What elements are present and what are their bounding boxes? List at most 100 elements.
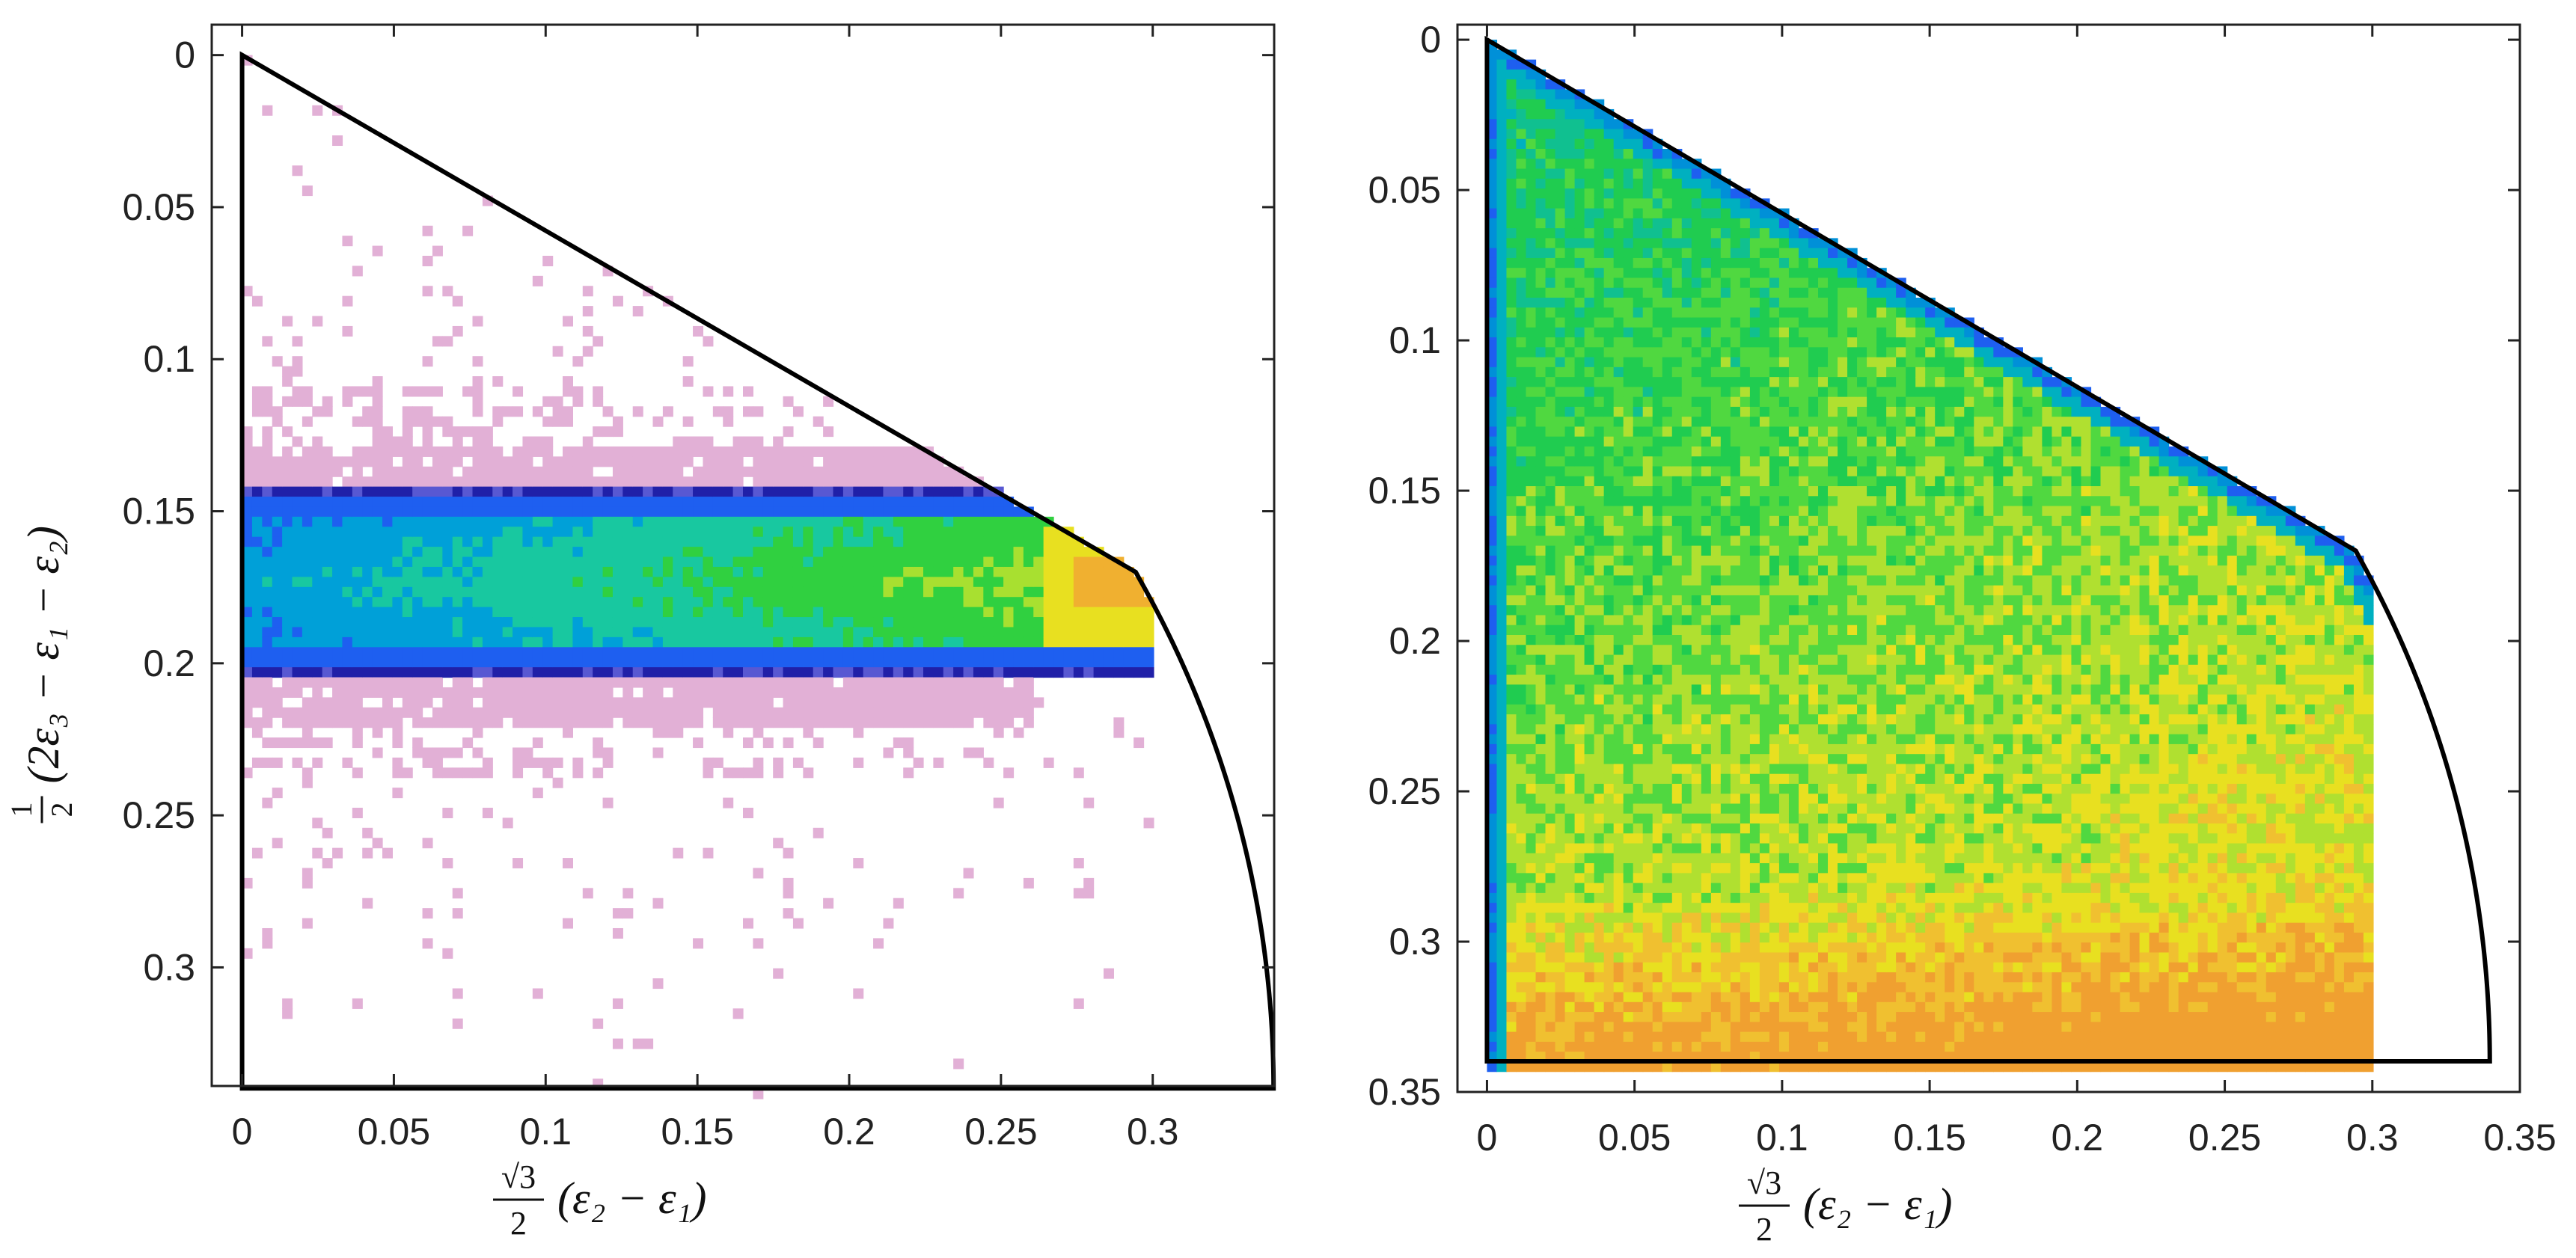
left-heatmap-cell xyxy=(673,556,684,568)
right-heatmap-cell xyxy=(1613,377,1624,387)
left-heatmap-cell xyxy=(472,747,483,758)
right-heatmap-cell xyxy=(1642,387,1653,398)
right-heatmap-cell xyxy=(1603,654,1615,666)
left-heatmap-cell xyxy=(302,677,313,688)
left-heatmap-cell xyxy=(1053,566,1065,577)
right-heatmap-cell xyxy=(1516,277,1527,289)
right-heatmap-cell xyxy=(1594,743,1605,755)
left-heatmap-cell xyxy=(242,657,253,668)
right-heatmap-cell xyxy=(1652,506,1663,517)
right-heatmap-cell xyxy=(1487,1022,1498,1033)
left-heatmap-cell xyxy=(262,586,273,598)
left-heatmap-cell xyxy=(312,456,323,467)
left-heatmap-cell xyxy=(853,636,864,648)
right-heatmap-cell xyxy=(1506,317,1517,328)
left-heatmap-cell xyxy=(492,566,504,577)
right-heatmap-cell xyxy=(1681,307,1692,319)
right-heatmap-cell xyxy=(1584,783,1595,794)
right-heatmap-cell xyxy=(1642,883,1653,894)
left-heatmap-cell xyxy=(1103,647,1114,658)
left-heatmap-cell xyxy=(251,536,263,547)
left-heatmap-cell xyxy=(322,677,333,688)
right-heatmap-cell xyxy=(1574,149,1585,159)
left-heatmap-cell xyxy=(612,647,623,658)
left-heatmap-cell xyxy=(422,436,433,447)
left-heatmap-cell xyxy=(652,707,664,718)
left-heatmap-cell xyxy=(662,556,673,568)
right-heatmap-cell xyxy=(1545,178,1556,189)
left-heatmap-cell xyxy=(513,456,524,467)
left-heatmap-cell xyxy=(432,486,443,497)
left-heatmap-cell xyxy=(923,456,934,467)
left-heatmap-cell xyxy=(482,707,493,718)
left-heatmap-cell xyxy=(462,667,474,678)
left-heatmap-cell xyxy=(743,497,753,508)
left-heatmap-cell xyxy=(242,426,253,438)
left-heatmap-cell xyxy=(662,497,673,508)
right-heatmap-cell xyxy=(1545,297,1556,308)
left-heatmap-cell xyxy=(693,536,704,547)
right-heatmap-cell xyxy=(1545,704,1556,715)
left-heatmap-cell xyxy=(282,536,293,547)
left-heatmap-cell xyxy=(743,386,753,397)
right-heatmap-cell xyxy=(1545,962,1556,973)
left-heatmap-cell xyxy=(973,627,984,638)
left-heatmap-cell xyxy=(412,476,423,488)
left-heatmap-cell xyxy=(993,597,1004,608)
right-heatmap-cell xyxy=(1574,585,1585,596)
left-heatmap-cell xyxy=(372,597,383,608)
right-heatmap-cell xyxy=(1526,764,1537,775)
left-heatmap-cell xyxy=(432,586,443,598)
left-heatmap-cell xyxy=(883,627,894,638)
right-heatmap-cell xyxy=(1671,1041,1683,1052)
left-heatmap-cell xyxy=(563,697,573,708)
right-heatmap-cell xyxy=(1526,406,1537,417)
left-heatmap-cell xyxy=(712,446,723,457)
right-heatmap-cell xyxy=(1506,635,1517,645)
left-heatmap-cell xyxy=(833,667,844,678)
left-heatmap-cell xyxy=(442,707,453,718)
right-heatmap-cell xyxy=(1535,526,1546,536)
right-heatmap-cell xyxy=(1496,417,1508,428)
left-heatmap-cell xyxy=(522,617,533,628)
left-heatmap-cell xyxy=(372,586,383,598)
left-heatmap-cell xyxy=(703,677,714,688)
left-heatmap-cell xyxy=(412,577,423,588)
left-heatmap-cell xyxy=(422,286,433,297)
right-heatmap-cell xyxy=(1574,406,1585,417)
left-heatmap-cell xyxy=(773,707,784,718)
right-heatmap-cell xyxy=(1594,159,1605,170)
left-heatmap-cell xyxy=(983,536,994,547)
right-heatmap-cell xyxy=(1574,515,1585,527)
left-heatmap-cell xyxy=(422,556,433,568)
left-heatmap-cell xyxy=(1113,586,1125,598)
right-heatmap-cell xyxy=(1584,406,1595,417)
right-heatmap-cell xyxy=(1496,764,1508,775)
left-heatmap-cell xyxy=(442,667,453,678)
right-heatmap-cell xyxy=(1662,178,1673,189)
left-heatmap-cell xyxy=(792,586,804,598)
right-heatmap-cell xyxy=(1710,257,1722,269)
right-heatmap-cell xyxy=(1487,138,1498,150)
right-heatmap-cell xyxy=(1701,1031,1712,1043)
left-heatmap-cell xyxy=(723,577,734,588)
right-heatmap-cell xyxy=(1613,1031,1624,1043)
left-heatmap-cell xyxy=(542,506,554,518)
right-heatmap-cell xyxy=(1584,833,1595,844)
left-heatmap-cell xyxy=(762,607,774,618)
left-heatmap-cell xyxy=(522,747,533,758)
right-heatmap-cell xyxy=(1603,208,1615,219)
right-heatmap-cell xyxy=(1652,794,1663,805)
left-heatmap-cell xyxy=(392,436,403,447)
left-heatmap-cell xyxy=(602,497,614,508)
right-heatmap-cell xyxy=(1555,773,1566,785)
right-heatmap-cell xyxy=(1564,317,1576,328)
right-heatmap-cell xyxy=(1555,466,1566,477)
left-heatmap-cell xyxy=(402,476,413,488)
right-heatmap-cell xyxy=(1662,515,1673,527)
right-heatmap-cell xyxy=(1564,486,1576,497)
left-heatmap-cell xyxy=(482,677,493,688)
left-heatmap-cell xyxy=(762,687,774,698)
right-heatmap-cell xyxy=(1642,208,1653,219)
left-heatmap-cell xyxy=(332,607,343,618)
